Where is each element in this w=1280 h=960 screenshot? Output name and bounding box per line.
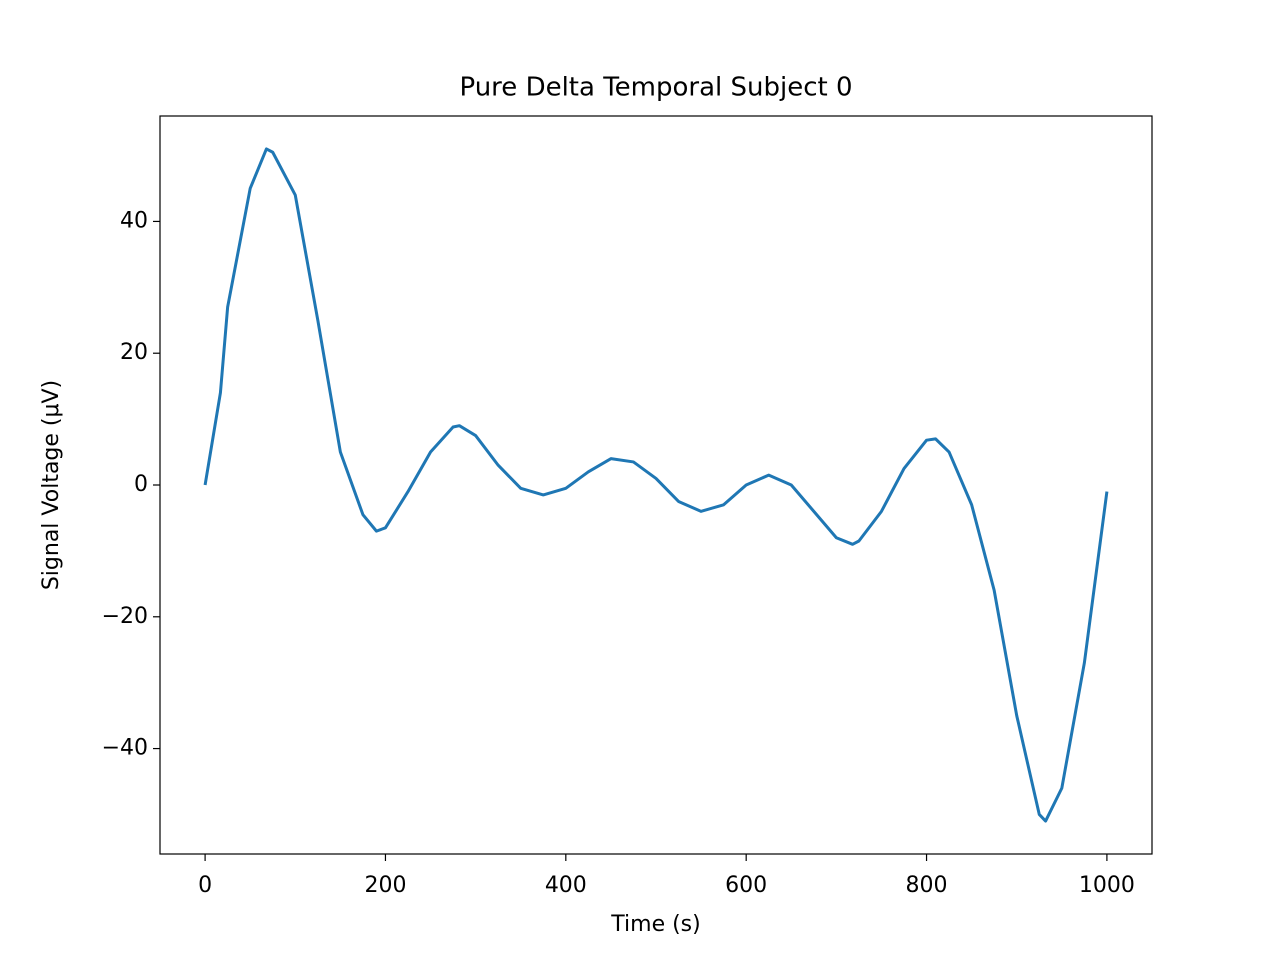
y-tick-label: 40: [120, 208, 148, 233]
line-series: [203, 147, 1109, 823]
x-tick-label: 0: [198, 873, 212, 898]
x-tick-label: 1000: [1079, 873, 1135, 898]
y-tick-label: 0: [134, 472, 148, 497]
plot-frame: [159, 115, 1153, 855]
x-tick-label: 400: [545, 873, 587, 898]
x-tick-label: 200: [364, 873, 406, 898]
y-tick-label: −20: [102, 604, 148, 629]
x-tick-label: 800: [906, 873, 948, 898]
y-tick-label: −40: [102, 736, 148, 761]
y-tick-label: 20: [120, 340, 148, 365]
chart-title: Pure Delta Temporal Subject 0: [459, 73, 852, 103]
x-axis-label: Time (s): [610, 912, 700, 937]
x-tick-label: 600: [725, 873, 767, 898]
y-axis-label: Signal Voltage (μV): [39, 380, 64, 590]
